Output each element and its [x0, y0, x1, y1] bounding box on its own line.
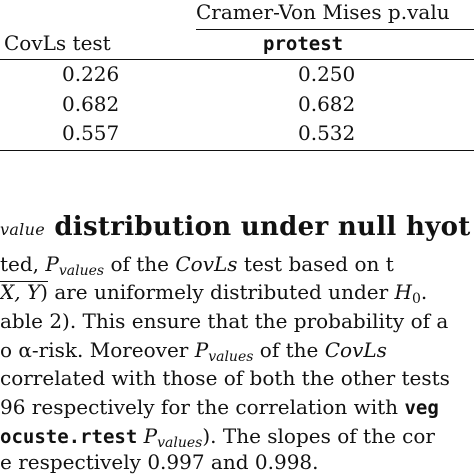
overline-xy [0, 281, 48, 282]
text-run: 96 respectively for the correlation with [0, 395, 405, 419]
table-cell-covls: 0.226 [62, 62, 120, 86]
text-run: ). The slopes of the cor [202, 424, 435, 448]
math-subscript: 0 [411, 291, 421, 307]
math-subscript: values [157, 435, 203, 451]
math-p: P [143, 424, 158, 448]
math-xy: X, Y [0, 280, 41, 304]
text-run: ted, [0, 252, 46, 276]
math-subscript: values [208, 349, 254, 365]
table-cell-protest: 0.250 [298, 62, 356, 86]
table-col-protest-header: protest [263, 33, 344, 55]
text-run: o α-risk. Moreover [0, 338, 195, 362]
paragraph-line: correlated with those of both the other … [0, 366, 450, 390]
paragraph-line: ocuste.rtest Pvalues). The slopes of the… [0, 424, 435, 451]
text-run: . [420, 280, 428, 304]
text-run: test based on t [237, 252, 394, 276]
table-header-rule [0, 59, 474, 60]
table-cell-protest: 0.532 [298, 121, 356, 145]
code-procuste-rtest: ocuste.rtest [0, 426, 138, 448]
math-p: P [194, 338, 209, 362]
paragraph-line: o α-risk. Moreover Pvalues of the CovLs [0, 338, 387, 365]
table-cell-covls: 0.557 [62, 121, 120, 145]
paragraph-line: e respectively 0.997 and 0.998. [0, 450, 319, 474]
table-col-covls-header: CovLs test [4, 31, 111, 55]
text-run: of the [104, 252, 176, 276]
paragraph-line: X, Y) are uniformely distributed under H… [0, 280, 428, 307]
section-heading-subscript: value [0, 220, 45, 239]
code-veg: veg [404, 397, 439, 419]
math-p: P [45, 252, 59, 276]
math-covls: CovLs [175, 252, 238, 276]
paragraph-line: able 2). This ensure that the probabilit… [0, 309, 449, 333]
paragraph-line: 96 respectively for the correlation with… [0, 395, 439, 419]
table-group-header: Cramer-Von Mises p.valu [196, 0, 450, 24]
table-group-underline [196, 29, 474, 30]
paragraph-line: ted, Pvalues of the CovLs test based on … [0, 252, 394, 279]
math-subscript: values [58, 263, 105, 279]
math-h: H [394, 280, 412, 304]
text-run: ) are uniformely distributed under [40, 280, 395, 304]
table-bottom-rule [0, 150, 474, 151]
section-heading: Pvalue distribution under null hyot [0, 212, 471, 242]
text-run: of the [253, 338, 325, 362]
table-cell-protest: 0.682 [298, 92, 356, 116]
table-cell-covls: 0.682 [62, 92, 120, 116]
section-heading-text: distribution under null hyot [44, 212, 471, 242]
math-covls: CovLs [324, 338, 387, 362]
